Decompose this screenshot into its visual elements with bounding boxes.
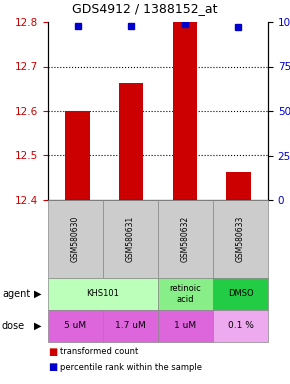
Text: 0.1 %: 0.1 %: [228, 321, 253, 331]
Text: GSM580633: GSM580633: [236, 216, 245, 262]
Text: dose: dose: [2, 321, 25, 331]
Text: 1 uM: 1 uM: [175, 321, 197, 331]
Text: ■: ■: [48, 347, 57, 357]
Text: GDS4912 / 1388152_at: GDS4912 / 1388152_at: [72, 2, 218, 15]
Bar: [173, 22, 197, 200]
Text: GSM580632: GSM580632: [181, 216, 190, 262]
Text: ■: ■: [48, 362, 57, 372]
Text: agent: agent: [2, 289, 30, 299]
Text: GSM580630: GSM580630: [71, 216, 80, 262]
Text: GSM580631: GSM580631: [126, 216, 135, 262]
Text: DMSO: DMSO: [228, 290, 253, 298]
Text: ▶: ▶: [34, 321, 42, 331]
Bar: [66, 111, 90, 200]
Text: ▶: ▶: [34, 289, 42, 299]
Text: transformed count: transformed count: [60, 348, 138, 356]
Bar: [119, 83, 143, 200]
Text: 1.7 uM: 1.7 uM: [115, 321, 146, 331]
Text: percentile rank within the sample: percentile rank within the sample: [60, 362, 202, 371]
Bar: [226, 172, 251, 200]
Text: KHS101: KHS101: [86, 290, 119, 298]
Text: 5 uM: 5 uM: [64, 321, 86, 331]
Text: retinoic
acid: retinoic acid: [170, 284, 201, 304]
